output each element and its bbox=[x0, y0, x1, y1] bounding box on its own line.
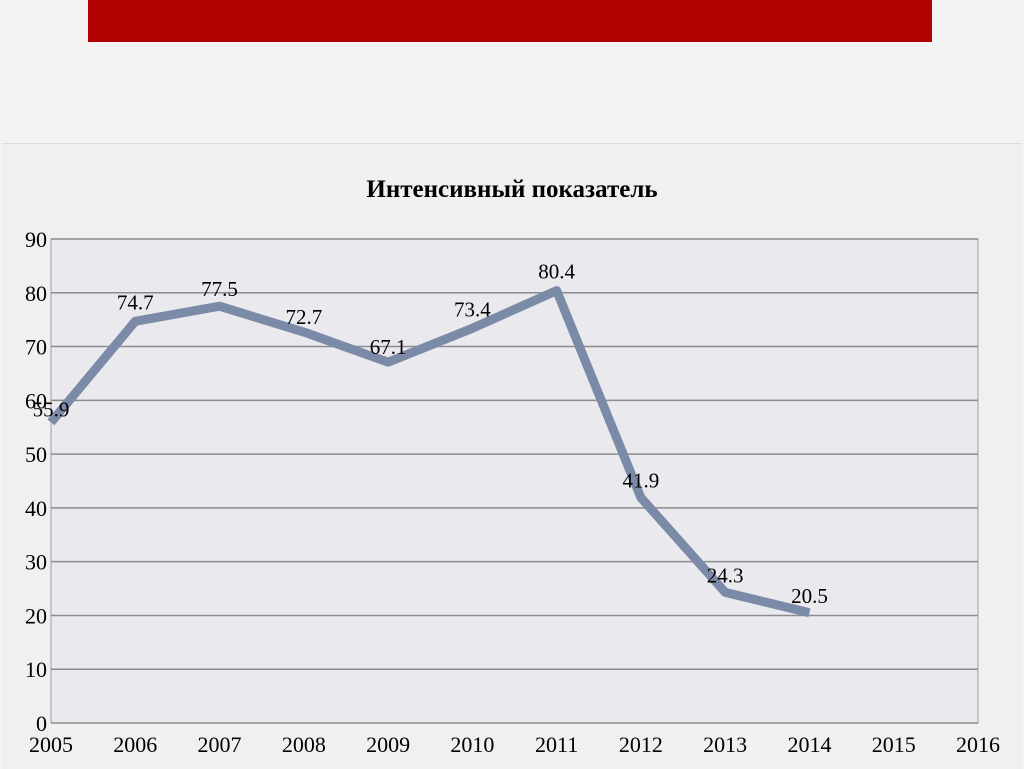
x-tick-label: 2010 bbox=[450, 732, 494, 757]
data-label: 77.5 bbox=[201, 277, 238, 301]
y-tick-label: 20 bbox=[25, 603, 47, 628]
y-tick-label: 80 bbox=[25, 281, 47, 306]
y-tick-label: 90 bbox=[25, 227, 47, 252]
x-tick-label: 2011 bbox=[535, 732, 578, 757]
x-tick-label: 2007 bbox=[198, 732, 242, 757]
data-label: 20.5 bbox=[791, 584, 828, 608]
data-label: 67.1 bbox=[370, 335, 407, 359]
x-tick-label: 2006 bbox=[113, 732, 157, 757]
plot-area bbox=[50, 238, 979, 724]
x-tick-label: 2014 bbox=[787, 732, 831, 757]
top-banner bbox=[88, 0, 932, 42]
x-axis-ticks: 2005 2006 2007 2008 2009 2010 2011 2012 2013 2014… bbox=[29, 732, 1000, 757]
x-tick-label: 2005 bbox=[29, 732, 73, 757]
gridlines bbox=[51, 238, 978, 724]
y-axis-ticks: 0 10 20 30 40 50 60 70 80 90 bbox=[25, 227, 47, 736]
data-label: 80.4 bbox=[538, 260, 575, 284]
x-tick-label: 2016 bbox=[956, 732, 1000, 757]
data-label: 72.7 bbox=[285, 305, 322, 329]
x-tick-label: 2015 bbox=[872, 732, 916, 757]
data-label: 74.7 bbox=[117, 290, 154, 314]
y-tick-label: 10 bbox=[25, 657, 47, 682]
series-line bbox=[47, 286, 811, 618]
y-tick-label: 40 bbox=[25, 496, 47, 521]
chart-panel: Интенсивный показатель 0 10 20 30 40 50 60 70 80… bbox=[2, 143, 1022, 769]
x-tick-label: 2008 bbox=[282, 732, 326, 757]
y-tick-label: 30 bbox=[25, 550, 47, 575]
x-tick-label: 2012 bbox=[619, 732, 663, 757]
y-tick-label: 70 bbox=[25, 335, 47, 360]
x-tick-label: 2009 bbox=[366, 732, 410, 757]
y-tick-label: 60 bbox=[25, 388, 47, 413]
line-chart: Интенсивный показатель 0 10 20 30 40 50 60 70 80… bbox=[25, 176, 1000, 757]
chart-title: Интенсивный показатель bbox=[366, 176, 657, 203]
series-group bbox=[47, 286, 811, 618]
data-label: 24.3 bbox=[707, 563, 744, 587]
y-tick-label: 0 bbox=[36, 711, 47, 736]
data-label: 55.9 bbox=[33, 397, 70, 421]
x-tick-label: 2013 bbox=[703, 732, 747, 757]
data-labels: 55.9 74.7 77.5 72.7 67.1 73.4 80.4 41.9 24.3 20.5 bbox=[33, 260, 828, 608]
y-tick-label: 50 bbox=[25, 442, 47, 467]
data-label: 41.9 bbox=[623, 469, 660, 493]
data-label: 73.4 bbox=[454, 297, 491, 321]
